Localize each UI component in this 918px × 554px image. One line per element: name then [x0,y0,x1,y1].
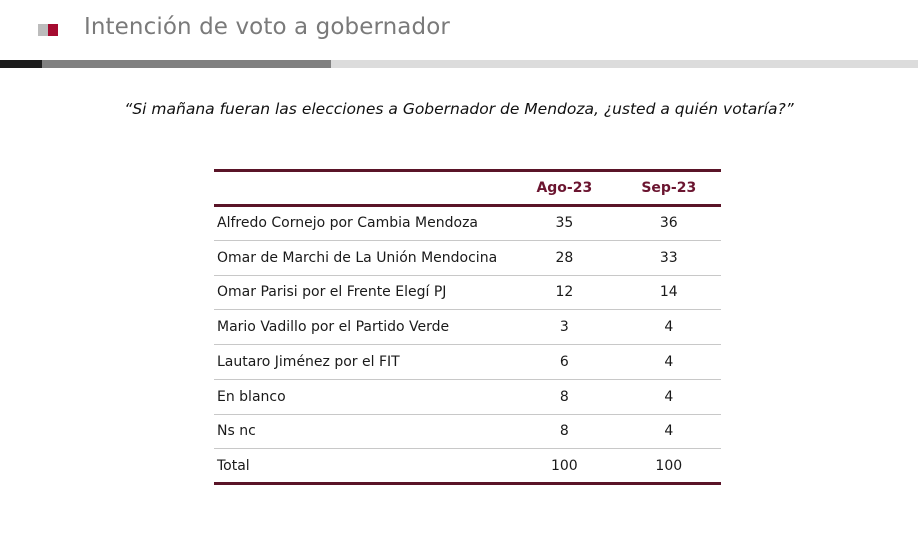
value-sep-23: 4 [616,309,721,345]
value-ago-23: 8 [512,379,617,415]
value-ago-23: 100 [512,448,617,485]
red-square [48,24,58,36]
table-header-row: Ago-23 Sep-23 [214,169,721,207]
value-sep-23: 4 [616,379,721,415]
header-divider-bar [0,60,918,68]
value-ago-23: 12 [512,275,617,311]
divider-segment-dark [0,60,42,68]
table-row: Ns nc 8 4 [214,414,721,450]
value-ago-23: 8 [512,414,617,450]
divider-segment-mid [42,60,331,68]
row-label: Lautaro Jiménez por el FIT [214,344,513,380]
two-tone-square-icon [38,24,58,36]
voting-intention-table: Ago-23 Sep-23 Alfredo Cornejo por Cambia… [214,169,721,485]
row-label: Omar de Marchi de La Unión Mendocina [214,240,513,276]
grey-square [38,24,48,36]
table-row: En blanco 8 4 [214,379,721,415]
row-label: Alfredo Cornejo por Cambia Mendoza [214,205,513,241]
row-label: Omar Parisi por el Frente Elegí PJ [214,275,513,311]
value-sep-23: 36 [616,205,721,241]
page-title: Intención de voto a gobernador [84,14,450,40]
table-row-total: Total 100 100 [214,448,721,485]
row-label: En blanco [214,379,513,415]
row-label: Total [214,448,513,485]
row-label: Ns nc [214,414,513,450]
column-header-ago-23: Ago-23 [512,169,617,207]
row-label: Mario Vadillo por el Partido Verde [214,309,513,345]
value-sep-23: 33 [616,240,721,276]
column-header-sep-23: Sep-23 [616,169,721,207]
value-sep-23: 4 [616,414,721,450]
value-sep-23: 4 [616,344,721,380]
value-ago-23: 28 [512,240,617,276]
table-row: Omar de Marchi de La Unión Mendocina 28 … [214,240,721,276]
table-row: Alfredo Cornejo por Cambia Mendoza 35 36 [214,205,721,241]
table-row: Lautaro Jiménez por el FIT 6 4 [214,344,721,380]
divider-segment-light [331,60,918,68]
table-row: Omar Parisi por el Frente Elegí PJ 12 14 [214,275,721,311]
value-sep-23: 14 [616,275,721,311]
value-ago-23: 35 [512,205,617,241]
table-row: Mario Vadillo por el Partido Verde 3 4 [214,309,721,345]
value-ago-23: 3 [512,309,617,345]
value-ago-23: 6 [512,344,617,380]
column-header-candidate [214,169,513,207]
value-sep-23: 100 [616,448,721,485]
survey-question: “Si mañana fueran las elecciones a Gober… [124,100,794,118]
